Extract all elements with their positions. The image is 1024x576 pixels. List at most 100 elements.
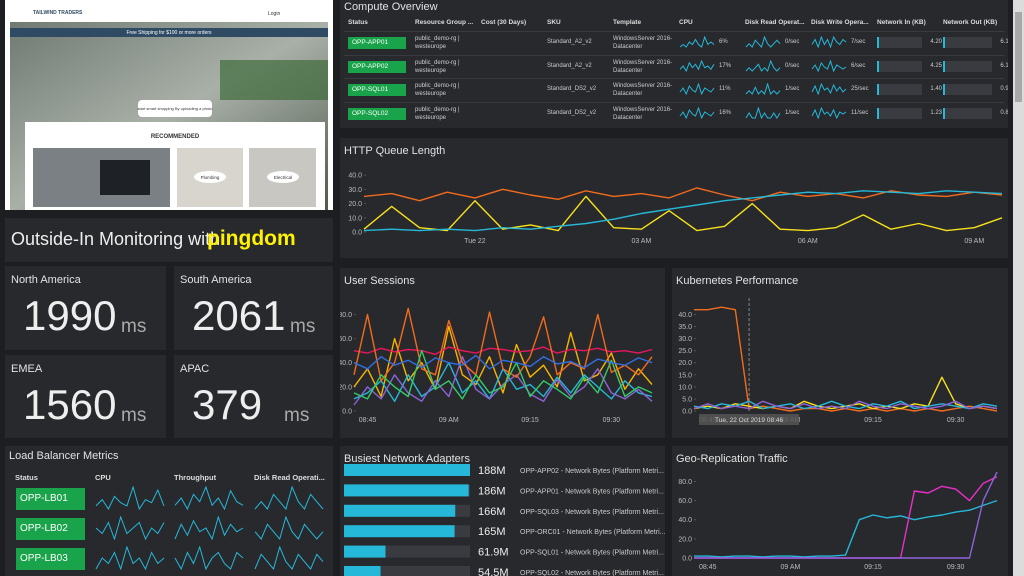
y-tick-label: 30.0 xyxy=(678,336,692,343)
sparkline-line xyxy=(745,59,781,72)
sparkline-line xyxy=(254,546,324,570)
cell-value: 6.13 xyxy=(1000,39,1008,45)
series-line xyxy=(694,476,998,559)
cell-bar-track xyxy=(943,84,992,95)
cell-bar-track xyxy=(877,37,922,48)
tile-region: North America xyxy=(11,274,81,286)
x-tick-label: 09:15 xyxy=(864,417,882,424)
sparkline-line xyxy=(679,83,715,95)
column-header: Disk Read Operat... xyxy=(745,19,805,26)
column-header: Network In (KB) xyxy=(877,19,926,26)
sparkline-line xyxy=(745,106,781,119)
sparkline xyxy=(811,36,847,48)
latency-tile: South America 2061 ms xyxy=(174,266,333,350)
brand: TAILWIND TRADERS xyxy=(33,10,83,16)
series-line xyxy=(363,190,1003,232)
sparkline-line xyxy=(174,516,244,540)
column-header: Cost (30 Days) xyxy=(481,19,527,26)
series-line xyxy=(353,325,653,398)
y-tick-label: 20.0 xyxy=(340,384,352,391)
y-tick-label: 60.0 xyxy=(340,336,352,343)
sparkline xyxy=(174,516,244,540)
sparkline xyxy=(811,106,847,119)
status-badge: OPP-SQL02 xyxy=(348,107,406,120)
x-tick-label: 09:15 xyxy=(521,417,539,424)
sparkline-line xyxy=(811,59,847,72)
x-tick-label: 09 AM xyxy=(780,564,800,571)
cell-text: Standard_DS2_v2 xyxy=(547,86,597,92)
cell-value: 11/sec xyxy=(851,109,869,116)
pingdom-panel: Outside-In Monitoring with pingdom xyxy=(5,218,333,262)
x-tick-label: 09 AM xyxy=(439,417,459,424)
y-tick-label: 0.0 xyxy=(342,409,352,416)
chart: 188M OPP-APP02 - Network Bytes (Platform … xyxy=(344,464,665,576)
hero-text: start smart shopping By uploading a phot… xyxy=(138,106,214,111)
cell-value: 0.93 xyxy=(1000,86,1008,92)
sparkline-line xyxy=(174,486,244,510)
cell-value: 16% xyxy=(719,109,732,116)
value-label: 54.5M xyxy=(478,567,509,576)
series-line xyxy=(693,376,998,410)
cell-bar-track xyxy=(943,107,992,119)
column-header: SKU xyxy=(547,19,561,26)
status-badge: OPP-LB03 xyxy=(16,548,85,570)
series-line xyxy=(693,400,998,410)
cell-value: 17% xyxy=(719,62,732,69)
section-title: RECOMMENDED xyxy=(151,134,200,140)
column-header: Network Out (KB) xyxy=(943,19,998,26)
sparkline xyxy=(679,59,715,72)
sparkline xyxy=(254,516,324,540)
tile-value: 1990 xyxy=(23,292,117,339)
cell-bar-track xyxy=(877,107,922,119)
series-line xyxy=(353,349,653,400)
cell-bar-track xyxy=(877,60,922,72)
column-header: CPU xyxy=(679,19,693,26)
series-line xyxy=(353,307,653,382)
chart: 0.0 20.0 40.0 60.0 80.0 08:45 09 AM 09:15 09:30 xyxy=(340,307,653,424)
sparkline-line xyxy=(745,83,781,95)
sparkline xyxy=(174,486,244,510)
panel-title: Kubernetes Performance xyxy=(676,275,799,287)
column-header: Template xyxy=(613,19,642,26)
chart-panel: User Sessions 0.0 20.0 40.0 60.0 80.0 08:45 09 … xyxy=(340,268,665,438)
panel-title: Load Balancer Metrics xyxy=(9,450,119,462)
cell-text: WindowsServer 2016-Datacenter xyxy=(613,106,673,121)
sparkline xyxy=(95,486,165,510)
cell-value: 11% xyxy=(719,86,731,92)
tile-value: 2061 xyxy=(192,292,286,339)
cell-value: 1/sec xyxy=(785,86,800,92)
sparkline-line xyxy=(95,546,165,570)
scrollbar-thumb[interactable] xyxy=(1015,12,1022,102)
cell-value: 0/sec xyxy=(785,39,800,45)
cell-value: 6/sec xyxy=(851,62,866,69)
chart-panel: Geo-Replication Traffic 0.0 20.0 40.0 60.0 80… xyxy=(672,446,1008,576)
panel-title: Geo-Replication Traffic xyxy=(676,453,788,465)
bar-track xyxy=(344,566,470,576)
latency-tile: North America 1990 ms xyxy=(5,266,166,350)
y-tick-label: 35.0 xyxy=(678,324,692,331)
column-header: Disk Write Opera... xyxy=(811,19,869,26)
status-badge: OPP-LB02 xyxy=(16,518,85,540)
status-badge: OPP-SQL01 xyxy=(348,84,406,96)
scrollbar[interactable] xyxy=(1013,0,1024,576)
x-tick-label: 06 AM xyxy=(798,238,818,245)
value-label: 166M xyxy=(478,506,506,518)
panel-title: HTTP Queue Length xyxy=(344,145,446,157)
category-label: OPP-APP01 - Network Bytes (Platform Metr… xyxy=(520,488,664,495)
sparkline xyxy=(254,486,324,510)
chart-panel: Kubernetes Performance 0.0 5.0 10.0 15.0 20.0… xyxy=(672,268,1008,438)
x-tick-label: 03 AM xyxy=(631,238,651,245)
hero-box xyxy=(138,100,212,117)
column-header: Resource Group ... xyxy=(415,19,474,26)
cell-text: WindowsServer 2016-Datacenter xyxy=(613,83,673,97)
x-tick-label: 08:45 xyxy=(359,417,377,424)
sparkline-line xyxy=(811,36,847,48)
row-separator xyxy=(344,78,1004,79)
tile-unit: ms xyxy=(284,405,310,426)
chart-panel: HTTP Queue Length 0.0 10.0 20.0 30.0 40.0 Tue … xyxy=(340,138,1008,258)
cell-text: Standard_DS2_v2 xyxy=(547,109,597,116)
y-tick-label: 10.0 xyxy=(678,384,692,391)
cell-text: Standard_A2_v2 xyxy=(547,39,592,45)
cell-value: 6% xyxy=(719,39,728,45)
